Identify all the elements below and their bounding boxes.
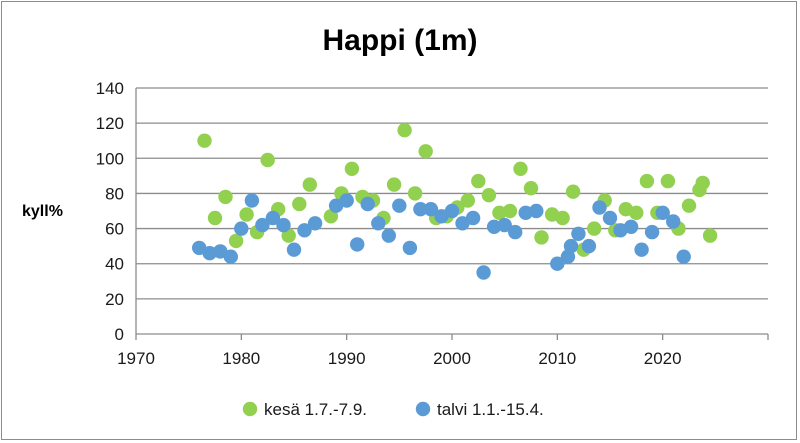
x-tick-label: 1980 xyxy=(222,349,260,368)
legend: kesä 1.7.-7.9. talvi 1.1.-15.4. xyxy=(242,400,544,419)
data-point xyxy=(234,221,249,236)
legend-marker xyxy=(242,401,258,417)
data-point xyxy=(465,210,481,226)
data-point xyxy=(207,210,223,226)
data-point xyxy=(197,133,212,148)
data-point xyxy=(571,226,586,241)
data-point xyxy=(276,217,291,233)
data-point xyxy=(534,230,549,245)
data-point xyxy=(423,202,439,217)
data-point xyxy=(302,177,317,192)
data-point xyxy=(386,177,402,192)
data-point xyxy=(555,210,570,226)
data-point xyxy=(360,196,375,212)
y-tick-label: 0 xyxy=(115,325,124,344)
legend-label: kesä 1.7.-7.9. xyxy=(264,400,367,419)
data-point xyxy=(476,265,491,280)
data-point xyxy=(471,173,486,189)
data-point xyxy=(529,203,544,219)
data-point xyxy=(518,205,533,220)
x-tick-labels: 1970 1980 1990 2000 2010 2020 xyxy=(117,349,681,368)
y-tick-label: 60 xyxy=(105,220,124,239)
data-point xyxy=(602,210,618,226)
x-tick-label: 2020 xyxy=(644,349,682,368)
data-point xyxy=(307,216,323,231)
data-point xyxy=(563,238,579,254)
data-point xyxy=(402,240,418,256)
y-tick-labels: 0 20 40 60 80 100 120 140 xyxy=(96,79,124,344)
series-talvi xyxy=(192,193,691,280)
data-point xyxy=(695,175,710,191)
data-point xyxy=(592,200,607,215)
data-point xyxy=(344,161,360,176)
series-kesa xyxy=(197,123,718,257)
axes xyxy=(135,88,769,340)
data-point xyxy=(460,193,475,208)
data-point xyxy=(297,223,312,238)
data-point xyxy=(202,246,217,261)
data-point xyxy=(702,228,718,243)
data-point xyxy=(371,216,386,231)
data-point xyxy=(407,186,423,201)
data-point xyxy=(239,207,254,222)
legend-marker xyxy=(415,401,431,417)
y-tick-label: 20 xyxy=(105,290,124,309)
data-point xyxy=(513,161,528,176)
data-point xyxy=(486,219,502,234)
y-axis-label: kyll% xyxy=(22,203,63,220)
data-point xyxy=(413,202,428,217)
x-tick-label: 1970 xyxy=(117,349,155,368)
x-tick-label: 2010 xyxy=(538,349,576,368)
data-point xyxy=(681,198,697,213)
data-point xyxy=(660,173,676,189)
data-point xyxy=(286,242,302,257)
data-point xyxy=(455,216,470,231)
data-point xyxy=(508,224,523,240)
data-point xyxy=(218,189,233,205)
data-point xyxy=(581,238,597,254)
data-points xyxy=(192,123,718,280)
data-point xyxy=(502,203,518,219)
y-tick-label: 120 xyxy=(96,114,124,133)
data-point xyxy=(418,144,433,159)
data-point xyxy=(639,173,655,189)
legend-label: talvi 1.1.-15.4. xyxy=(437,400,544,419)
data-point xyxy=(634,242,649,257)
data-point xyxy=(565,184,581,199)
data-point xyxy=(676,249,691,264)
data-point xyxy=(497,217,512,233)
data-point xyxy=(587,221,602,236)
gridlines xyxy=(136,87,768,300)
data-point xyxy=(629,205,644,220)
x-tick-label: 2000 xyxy=(433,349,471,368)
data-point xyxy=(644,224,660,240)
y-tick-label: 80 xyxy=(105,184,124,203)
data-point xyxy=(655,205,670,220)
data-point xyxy=(623,219,639,234)
y-tick-label: 40 xyxy=(105,255,124,274)
data-point xyxy=(550,256,565,271)
data-point xyxy=(666,214,681,229)
chart-title: Happi (1m) xyxy=(322,24,477,57)
data-point xyxy=(481,188,497,203)
data-point xyxy=(228,233,244,249)
data-point xyxy=(381,228,396,243)
x-tick-label: 1990 xyxy=(328,349,366,368)
data-point xyxy=(397,123,412,138)
y-tick-label: 100 xyxy=(96,149,124,168)
data-point xyxy=(265,210,281,226)
data-point xyxy=(350,237,365,252)
data-point xyxy=(260,152,275,168)
data-point xyxy=(223,249,238,264)
y-tick-label: 140 xyxy=(96,79,124,98)
data-point xyxy=(392,198,407,213)
data-point xyxy=(444,203,460,219)
data-point xyxy=(244,193,260,208)
data-point xyxy=(339,193,354,208)
data-point xyxy=(523,181,539,196)
data-point xyxy=(292,196,307,212)
data-point xyxy=(255,217,270,233)
